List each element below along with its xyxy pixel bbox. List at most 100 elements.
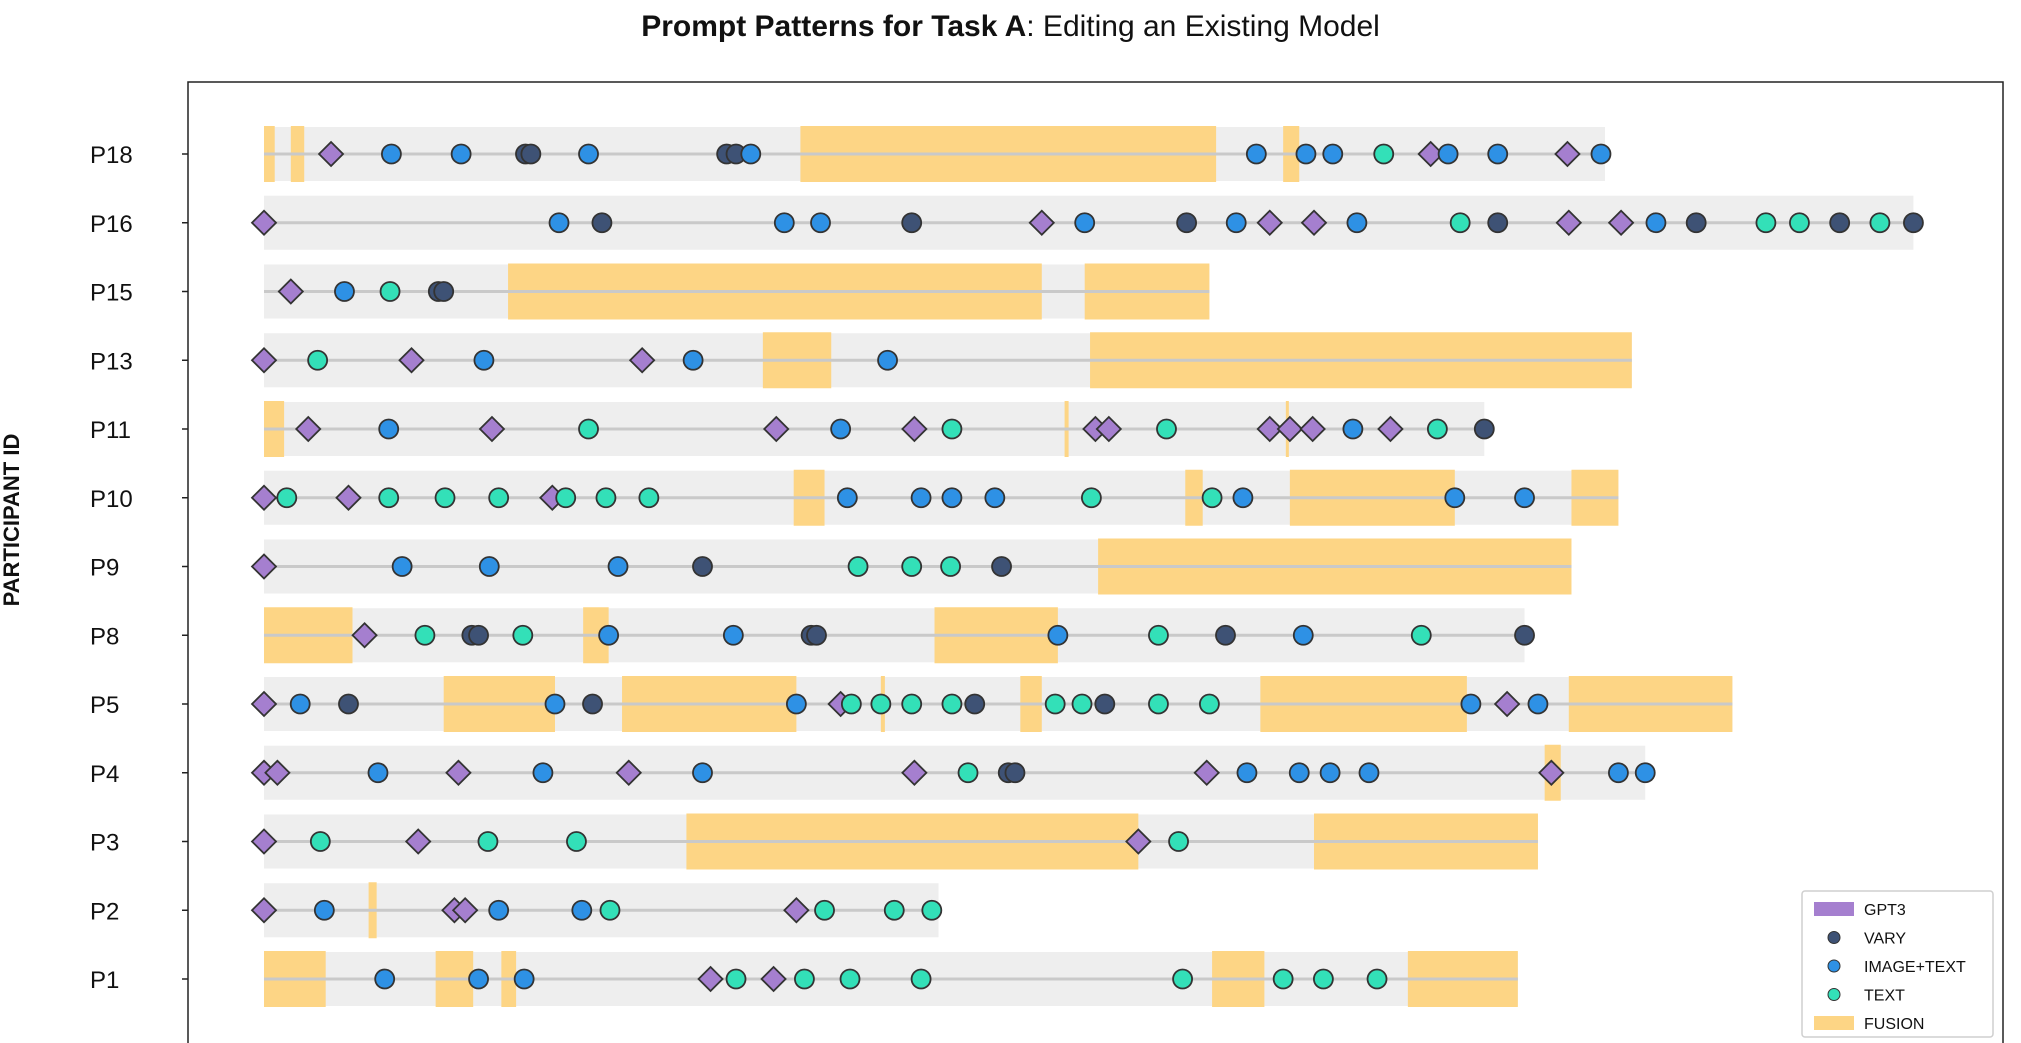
image-text-marker (1232, 487, 1254, 509)
vary-marker (582, 693, 603, 715)
image-text-marker (1487, 143, 1509, 165)
gpt3-marker (1256, 415, 1284, 443)
legend-box (1801, 890, 1994, 1038)
text-marker (414, 624, 436, 646)
text-marker (883, 899, 905, 921)
gpt3-marker (1193, 759, 1220, 787)
image-text-marker (488, 899, 510, 921)
text-marker (309, 831, 331, 852)
legend-swatch-image-text (1827, 959, 1841, 973)
text-marker (1426, 418, 1448, 440)
image-text-marker (836, 487, 858, 509)
text-marker (1373, 143, 1395, 165)
text-marker (1168, 831, 1189, 852)
legend-label-image-text: IMAGE+TEXT (1864, 959, 1966, 976)
image-text-marker (810, 212, 831, 234)
legend-swatch-text (1827, 988, 1841, 1001)
text-marker (555, 487, 577, 509)
text-marker (957, 762, 979, 784)
gpt3-marker (351, 621, 378, 649)
vary-marker (520, 143, 542, 165)
image-text-marker (692, 762, 713, 784)
image-text-marker (367, 762, 389, 784)
legend-swatch-gpt3 (1814, 902, 1854, 916)
image-text-marker (1047, 624, 1069, 646)
image-text-marker (1319, 762, 1341, 784)
vary-marker (1487, 212, 1509, 234)
text-marker (578, 418, 599, 440)
image-text-marker (1322, 143, 1344, 165)
text-marker (1148, 693, 1169, 715)
chart-title-bold: Prompt Patterns for Task A (641, 10, 1027, 43)
vary-marker (1473, 418, 1495, 440)
text-marker (477, 831, 499, 852)
text-marker (488, 487, 510, 509)
y-tick-label-p9: P9 (90, 555, 119, 582)
y-tick-label-p5: P5 (90, 692, 119, 719)
gpt3-marker (760, 965, 787, 993)
chart-title-rest: : Editing an Existing Model (1026, 10, 1380, 43)
image-text-marker (374, 968, 396, 990)
vary-marker (338, 693, 359, 715)
legend-label-text: TEXT (1864, 988, 1905, 1005)
text-marker (847, 556, 869, 577)
image-text-marker (1460, 693, 1482, 715)
vary-marker (1685, 212, 1707, 234)
gpt3-marker (264, 759, 291, 787)
text-marker (379, 281, 401, 302)
image-text-marker (571, 899, 593, 921)
image-text-marker (578, 143, 599, 165)
gpt3-marker (250, 346, 278, 374)
image-text-marker (941, 487, 963, 509)
image-text-marker (468, 968, 489, 990)
gpt3-marker (1276, 415, 1304, 443)
image-text-marker (1295, 143, 1317, 165)
image-text-marker (722, 624, 744, 646)
image-text-marker (1074, 212, 1096, 234)
y-tick-label-p3: P3 (90, 830, 119, 857)
image-text-marker (450, 143, 472, 165)
gpt3-marker (1493, 690, 1521, 718)
text-marker (1312, 968, 1334, 990)
image-text-marker (513, 968, 535, 990)
image-text-marker (740, 143, 762, 165)
gpt3-marker (250, 690, 278, 718)
gpt3-marker (478, 415, 506, 443)
gpt3-marker (901, 415, 928, 443)
text-marker (307, 349, 329, 371)
text-marker (839, 968, 861, 990)
vary-marker (964, 693, 986, 715)
image-text-marker (1645, 212, 1667, 234)
text-marker (1869, 212, 1891, 234)
vary-marker (1004, 762, 1026, 784)
image-text-marker (1514, 487, 1535, 509)
gpt3-marker (404, 828, 432, 855)
image-text-marker (313, 899, 335, 921)
vary-marker (433, 281, 455, 302)
image-text-marker (607, 556, 629, 577)
y-tick-label-p1: P1 (90, 967, 119, 994)
image-text-marker (289, 693, 311, 715)
image-text-marker (391, 556, 413, 577)
text-marker (1156, 418, 1177, 440)
image-text-marker (598, 624, 620, 646)
gpt3-marker (1299, 415, 1326, 443)
image-text-marker (1358, 762, 1380, 784)
text-marker (512, 624, 534, 646)
text-marker (1044, 693, 1066, 715)
legend-swatch-fusion (1814, 1016, 1854, 1030)
gpt3-marker (250, 828, 278, 855)
vary-marker (468, 624, 489, 646)
text-marker (814, 899, 835, 921)
gpt3-marker (335, 484, 362, 512)
image-text-marker (910, 487, 932, 509)
image-text-marker (378, 418, 400, 440)
gpt3-marker (250, 484, 278, 512)
image-text-marker (1634, 762, 1656, 784)
text-marker (1080, 487, 1102, 509)
image-text-marker (473, 349, 495, 371)
gpt3-marker (783, 896, 810, 924)
gpt3-marker (1607, 209, 1635, 237)
y-tick-label-p8: P8 (90, 623, 119, 650)
